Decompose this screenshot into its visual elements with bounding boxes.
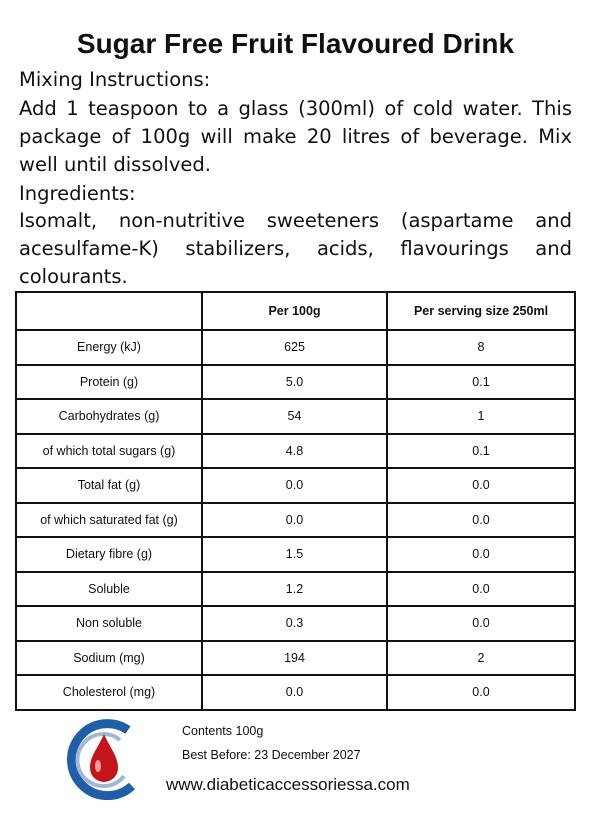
cell-value: 0.0 [386,674,576,711]
contents: Contents 100g [182,724,264,738]
cell-value: 625 [201,329,388,366]
website: www.diabeticaccessoriessa.com [166,775,410,794]
cell-value: 2 [386,639,576,676]
logo [58,716,150,800]
cell-value: 4.8 [201,432,388,469]
cell-value: 0.0 [201,674,388,711]
nutrient-label: Non soluble [15,605,203,642]
mixing-text: Add 1 teaspoon to a glass (300ml) of col… [19,97,572,176]
cell-value: 0.0 [201,467,388,504]
cell-value: 0.0 [386,605,576,642]
table-row: Sodium (mg) 194 2 [15,639,576,676]
table-row: Soluble 1.2 0.0 [15,570,576,607]
best-before: Best Before: 23 December 2027 [182,748,361,762]
nutrient-label: Total fat (g) [15,467,203,504]
cell-value: 194 [201,639,388,676]
cell-value: 0.3 [201,605,388,642]
nutrient-label: Dietary fibre (g) [15,536,203,573]
column-header: Per serving size 250ml [386,291,576,331]
table-row: Energy (kJ) 625 8 [15,329,576,366]
cell-value: 0.1 [386,363,576,400]
cell-value: 5.0 [201,363,388,400]
column-header [15,291,203,331]
nutrient-label: Cholesterol (mg) [15,674,203,711]
mixing-heading: Mixing Instructions: [19,68,211,91]
title: Sugar Free Fruit Flavoured Drink [76,28,515,59]
cell-value: 54 [201,398,388,435]
cell-value: 1.5 [201,536,388,573]
ingredients-heading: Ingredients: [19,182,136,205]
cell-value: 0.0 [386,501,576,538]
table-row: of which saturated fat (g) 0.0 0.0 [15,501,576,538]
nutrition-table: Per 100g Per serving size 250ml Energy (kJ… [15,291,576,711]
table-row: of which total sugars (g) 4.8 0.1 [15,432,576,469]
nutrient-label: of which saturated fat (g) [15,501,203,538]
table-row: Carbohydrates (g) 54 1 [15,398,576,435]
table-row: Dietary fibre (g) 1.5 0.0 [15,536,576,573]
column-header: Per 100g [201,291,388,331]
cell-value: 8 [386,329,576,366]
nutrient-label: of which total sugars (g) [15,432,203,469]
cell-value: 1.2 [201,570,388,607]
cell-value: 1 [386,398,576,435]
cell-value: 0.0 [386,536,576,573]
cell-value: 0.1 [386,432,576,469]
nutrient-label: Energy (kJ) [15,329,203,366]
cell-value: 0.0 [201,501,388,538]
table-row: Cholesterol (mg) 0.0 0.0 [15,674,576,711]
header-row: Per 100g Per serving size 250ml [15,291,576,331]
cell-value: 0.0 [386,467,576,504]
cell-value: 0.0 [386,570,576,607]
nutrient-label: Protein (g) [15,363,203,400]
ingredients-text: Isomalt, non-nutritive sweeteners (aspar… [19,209,572,288]
nutrient-label: Carbohydrates (g) [15,398,203,435]
table-row: Non soluble 0.3 0.0 [15,605,576,642]
table-row: Protein (g) 5.0 0.1 [15,363,576,400]
nutrient-label: Soluble [15,570,203,607]
nutrient-label: Sodium (mg) [15,639,203,676]
table-row: Total fat (g) 0.0 0.0 [15,467,576,504]
